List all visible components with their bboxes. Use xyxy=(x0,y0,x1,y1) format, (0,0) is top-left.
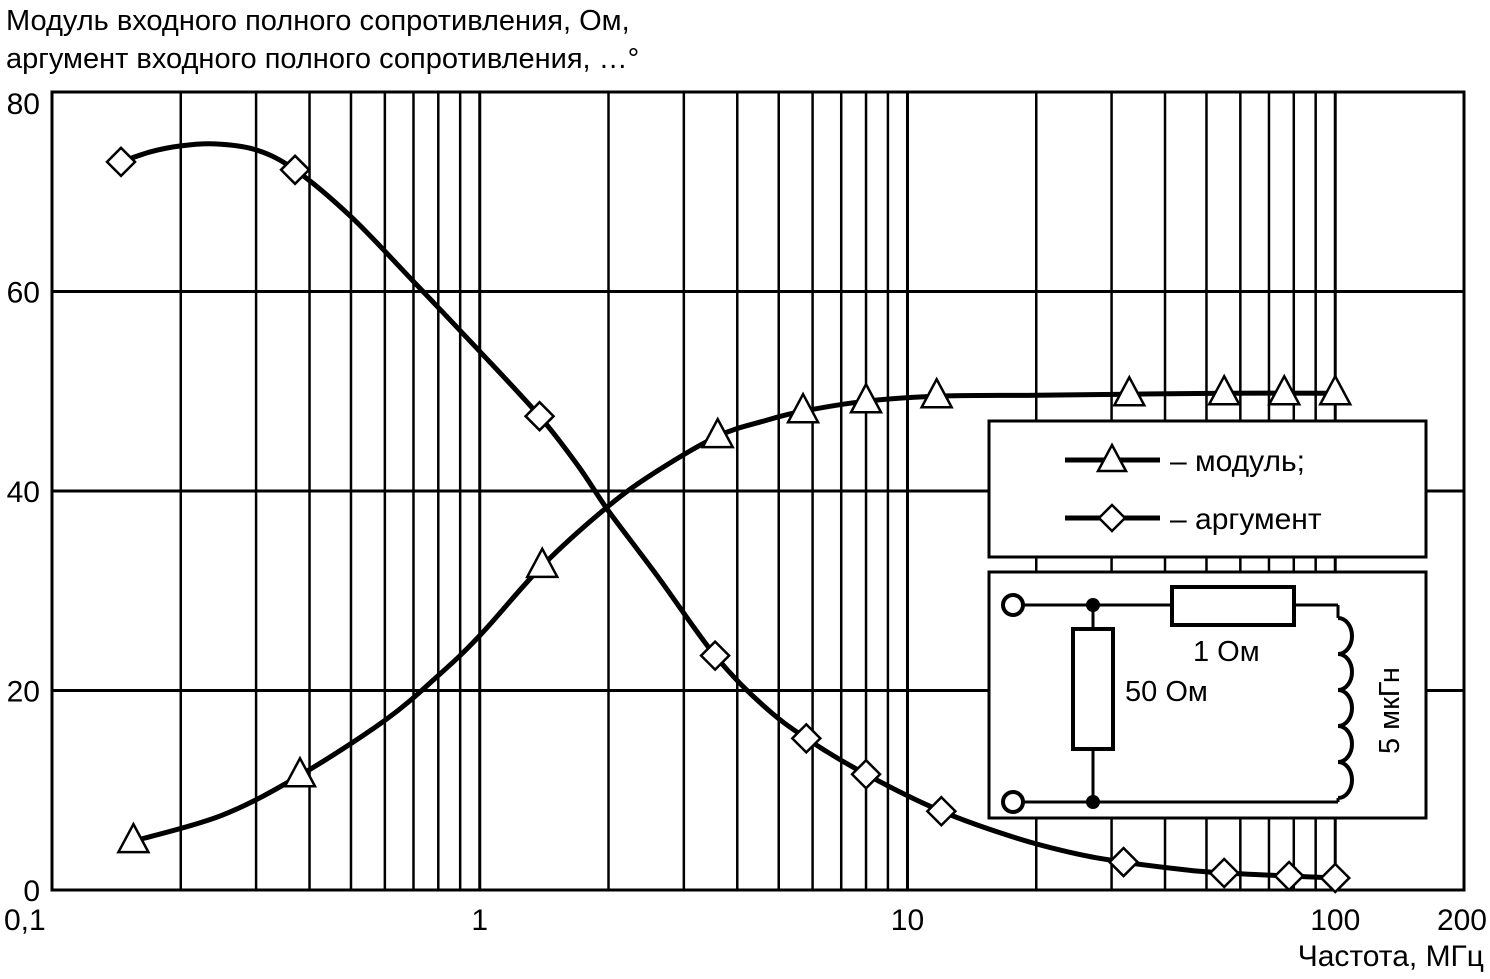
inductor-icon xyxy=(1337,616,1354,800)
label-shunt-resistor: 50 Ом xyxy=(1125,676,1208,708)
data-point-argument xyxy=(699,639,731,672)
data-point-argument xyxy=(279,154,311,186)
y-tick-label: 40 xyxy=(7,476,40,509)
legend-diamond-icon xyxy=(1097,503,1127,533)
data-point-modulus xyxy=(1318,373,1353,406)
terminal-top-icon xyxy=(1001,593,1025,617)
chart-title-line-1: Модуль входного полного сопротивления, О… xyxy=(6,5,630,37)
legend-label-modulus: – модуль; xyxy=(1170,445,1305,478)
y-tick-label: 20 xyxy=(7,676,40,709)
data-point-modulus xyxy=(1267,373,1302,406)
data-point-argument xyxy=(790,722,823,755)
chart-title-line-2: аргумент входного полного сопротивления,… xyxy=(6,43,640,75)
data-point-modulus xyxy=(700,416,735,449)
data-point-modulus xyxy=(848,381,884,414)
data-point-argument xyxy=(105,146,137,178)
circuit-schematic: 1 Ом 50 Ом 5 мкГн xyxy=(987,570,1428,820)
data-point-argument xyxy=(1208,857,1240,889)
y-tick-label: 0 xyxy=(23,875,40,908)
legend-box: – модуль; – аргумент xyxy=(987,419,1428,559)
junction-top-icon xyxy=(1086,598,1100,612)
data-point-modulus xyxy=(919,376,954,409)
data-point-modulus xyxy=(1207,373,1242,406)
resistor-shunt-icon xyxy=(1071,627,1115,751)
data-point-modulus xyxy=(785,391,821,424)
x-tick-label: 0,1 xyxy=(4,904,46,937)
x-tick-label: 1 xyxy=(471,904,488,937)
data-point-argument xyxy=(850,758,882,791)
data-point-modulus xyxy=(282,755,318,788)
label-series-resistor: 1 Ом xyxy=(1193,636,1260,668)
x-axis-label: Частота, МГц xyxy=(1297,940,1484,973)
tick-labels: 0 20 40 60 80 0,1 1 10 100 200 xyxy=(4,88,1487,937)
data-point-modulus xyxy=(1112,374,1147,407)
y-tick-label: 80 xyxy=(7,88,40,121)
data-point-modulus xyxy=(116,821,151,854)
markers xyxy=(105,146,1353,894)
terminal-bottom-icon xyxy=(1001,790,1025,814)
series-line-modulus xyxy=(132,390,1336,844)
data-point-argument xyxy=(1319,862,1352,894)
plot-frame xyxy=(50,90,1466,892)
data-point-argument xyxy=(1273,860,1305,892)
data-point-modulus xyxy=(525,546,560,579)
junction-bottom-icon xyxy=(1086,795,1100,809)
x-tick-label: 100 xyxy=(1310,904,1360,937)
legend-triangle-icon xyxy=(1095,442,1129,473)
data-point-argument xyxy=(1107,846,1140,878)
x-tick-label: 200 xyxy=(1437,904,1487,937)
legend-label-argument: – аргумент xyxy=(1170,503,1322,536)
data-point-argument xyxy=(523,400,556,432)
x-tick-label: 10 xyxy=(891,904,924,937)
label-inductor: 5 мкГн xyxy=(1374,667,1406,754)
resistor-series-icon xyxy=(1170,585,1296,627)
data-point-argument xyxy=(925,795,958,827)
y-tick-label: 60 xyxy=(7,277,40,310)
